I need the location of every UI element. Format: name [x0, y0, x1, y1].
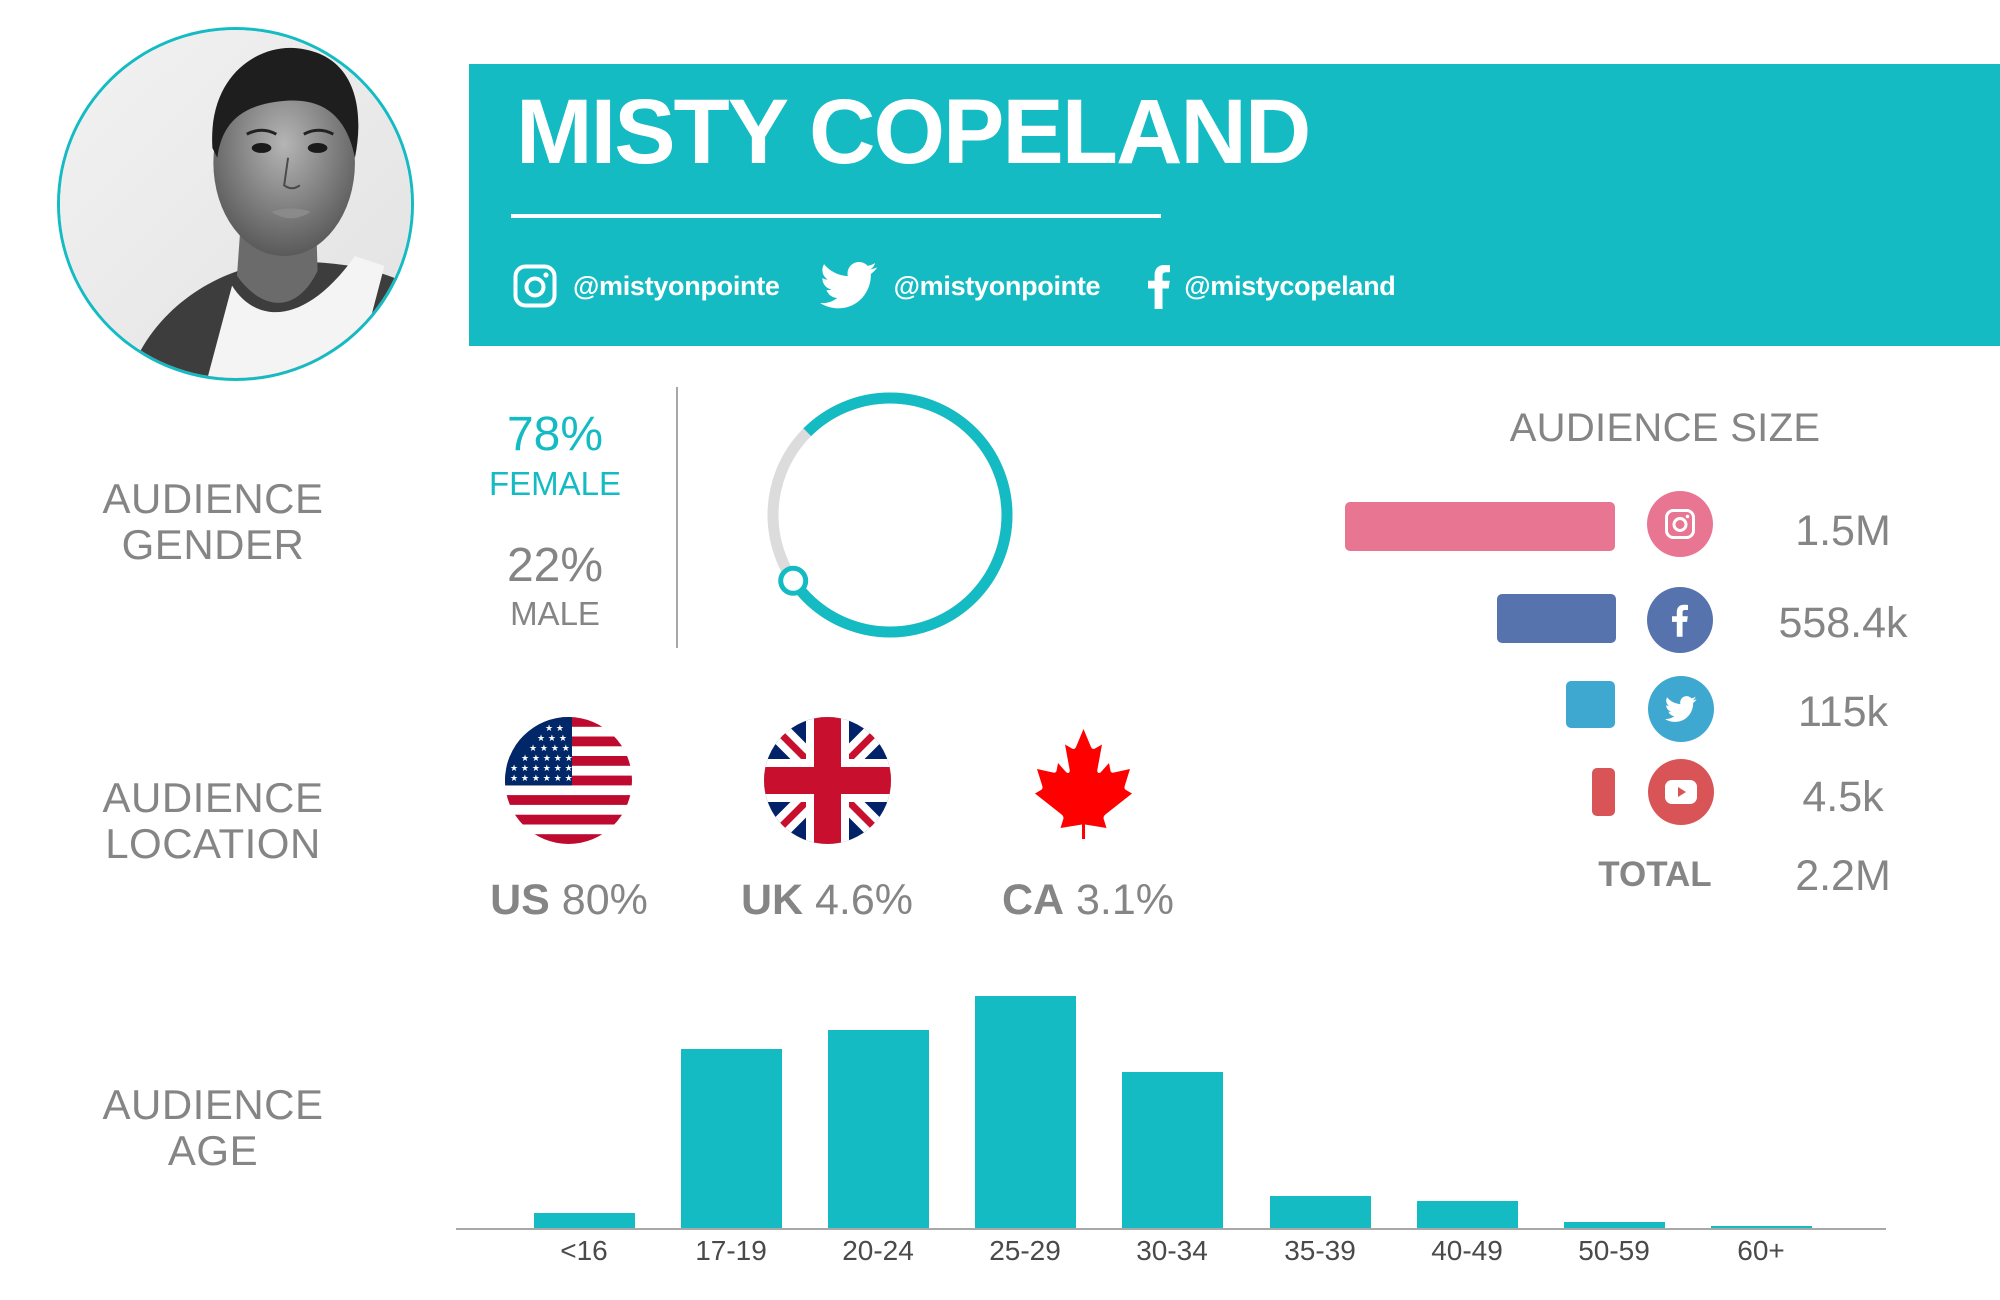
- twitter-size-bar: [1566, 681, 1615, 728]
- age-tick-label: 30-34: [1136, 1235, 1208, 1266]
- female-label: FEMALE: [488, 465, 622, 502]
- age-bar: [828, 1030, 929, 1228]
- label-line: AUDIENCE: [102, 475, 324, 522]
- facebook-handle[interactable]: @mistycopeland: [1148, 263, 1396, 309]
- twitter-handle[interactable]: @mistyonpointe: [819, 262, 1101, 310]
- youtube-size-bar: [1592, 768, 1615, 816]
- female-arc: [767, 392, 1013, 638]
- location-section-label: AUDIENCE LOCATION: [68, 775, 358, 867]
- age-bar: [1417, 1201, 1518, 1228]
- svg-text:★ ★ ★ ★ ★ ★: ★ ★ ★ ★ ★ ★: [510, 774, 573, 784]
- arc-end-marker: [778, 565, 809, 596]
- age-bar: [1711, 1226, 1812, 1228]
- age-tick-label: 60+: [1737, 1235, 1785, 1266]
- avatar: [57, 27, 414, 381]
- age-tick-label: 35-39: [1284, 1235, 1356, 1266]
- country-pct: 80%: [561, 876, 648, 924]
- country-code: UK: [740, 876, 804, 924]
- instagram-handle-text: @mistyonpointe: [573, 270, 780, 301]
- country-pct: 3.1%: [1076, 876, 1175, 924]
- gender-divider: [676, 387, 678, 648]
- country-code: CA: [1001, 876, 1065, 924]
- location-us: US 80%: [449, 879, 689, 922]
- svg-text:★ ★ ★ ★ ★: ★ ★ ★ ★ ★: [521, 754, 573, 764]
- age-bar: [681, 1049, 782, 1228]
- svg-text:★ ★ ★: ★ ★ ★: [537, 734, 567, 744]
- age-chart-axis: [456, 1228, 1886, 1230]
- header-banner: MISTY COPELAND @mistyonpointe @mistyonpo…: [469, 64, 2000, 346]
- youtube-size-value: 4.5k: [1802, 773, 1884, 821]
- canada-maple-leaf-icon: [1035, 729, 1132, 839]
- twitter-icon: [1648, 676, 1714, 742]
- facebook-size-value: 558.4k: [1778, 599, 1908, 647]
- label-line: LOCATION: [105, 820, 321, 867]
- twitter-handle-text: @mistyonpointe: [893, 270, 1101, 301]
- age-tick-label: 40-49: [1431, 1235, 1503, 1266]
- instagram-size-bar: [1345, 502, 1615, 551]
- uk-flag-icon: [764, 717, 891, 844]
- audience-size-title: AUDIENCE SIZE: [1509, 406, 1821, 450]
- label-line: GENDER: [121, 521, 305, 568]
- male-percent: 22%: [506, 539, 604, 592]
- age-tick-label: 25-29: [989, 1235, 1061, 1266]
- title-underline: [511, 214, 1161, 218]
- gender-section-label: AUDIENCE GENDER: [68, 476, 358, 568]
- age-tick-label: 50-59: [1578, 1235, 1650, 1266]
- age-section-label: AUDIENCE AGE: [68, 1082, 358, 1174]
- youtube-icon: [1648, 759, 1714, 825]
- twitter-icon: [819, 262, 878, 310]
- facebook-size-bar: [1497, 594, 1616, 643]
- age-tick-label: <16: [560, 1235, 608, 1266]
- age-tick-label: 20-24: [842, 1235, 914, 1266]
- svg-text:★ ★ ★ ★: ★ ★ ★ ★: [529, 744, 570, 754]
- age-bar: [1564, 1222, 1665, 1228]
- profile-name: MISTY COPELAND: [516, 81, 1311, 183]
- instagram-icon: [1647, 491, 1713, 557]
- label-line: AUDIENCE: [102, 774, 324, 821]
- country-pct: 4.6%: [815, 876, 914, 924]
- male-label: MALE: [510, 595, 600, 632]
- instagram-size-value: 1.5M: [1795, 507, 1891, 555]
- facebook-icon: [1647, 587, 1713, 653]
- age-bar: [1122, 1072, 1223, 1228]
- age-bar: [534, 1213, 635, 1228]
- total-value: 2.2M: [1795, 852, 1891, 900]
- facebook-handle-text: @mistycopeland: [1184, 270, 1396, 301]
- location-ca: CA 3.1%: [968, 879, 1208, 922]
- instagram-icon: [513, 264, 557, 308]
- age-bar: [1270, 1196, 1371, 1228]
- us-flag-icon: ★ ★ ★ ★ ★ ★ ★ ★ ★ ★ ★ ★ ★ ★ ★ ★ ★ ★ ★ ★ …: [505, 717, 632, 844]
- gender-ring-chart: [767, 392, 1013, 638]
- total-label: TOTAL: [1598, 855, 1712, 894]
- age-tick-label: 17-19: [695, 1235, 767, 1266]
- twitter-size-value: 115k: [1797, 688, 1889, 736]
- svg-text:★ ★: ★ ★: [545, 724, 564, 734]
- label-line: AUDIENCE: [102, 1081, 324, 1128]
- social-handles: @mistyonpointe @mistyonpointe @mistycope…: [513, 262, 1396, 310]
- label-line: AGE: [167, 1127, 259, 1174]
- instagram-handle[interactable]: @mistyonpointe: [513, 264, 780, 308]
- country-code: US: [490, 876, 550, 924]
- svg-text:★ ★ ★ ★ ★ ★: ★ ★ ★ ★ ★ ★: [510, 764, 573, 774]
- age-bar: [975, 996, 1076, 1228]
- facebook-icon: [1148, 263, 1171, 309]
- location-uk: UK 4.6%: [707, 879, 947, 922]
- portrait-photo: [60, 30, 411, 378]
- female-percent: 78%: [506, 408, 604, 461]
